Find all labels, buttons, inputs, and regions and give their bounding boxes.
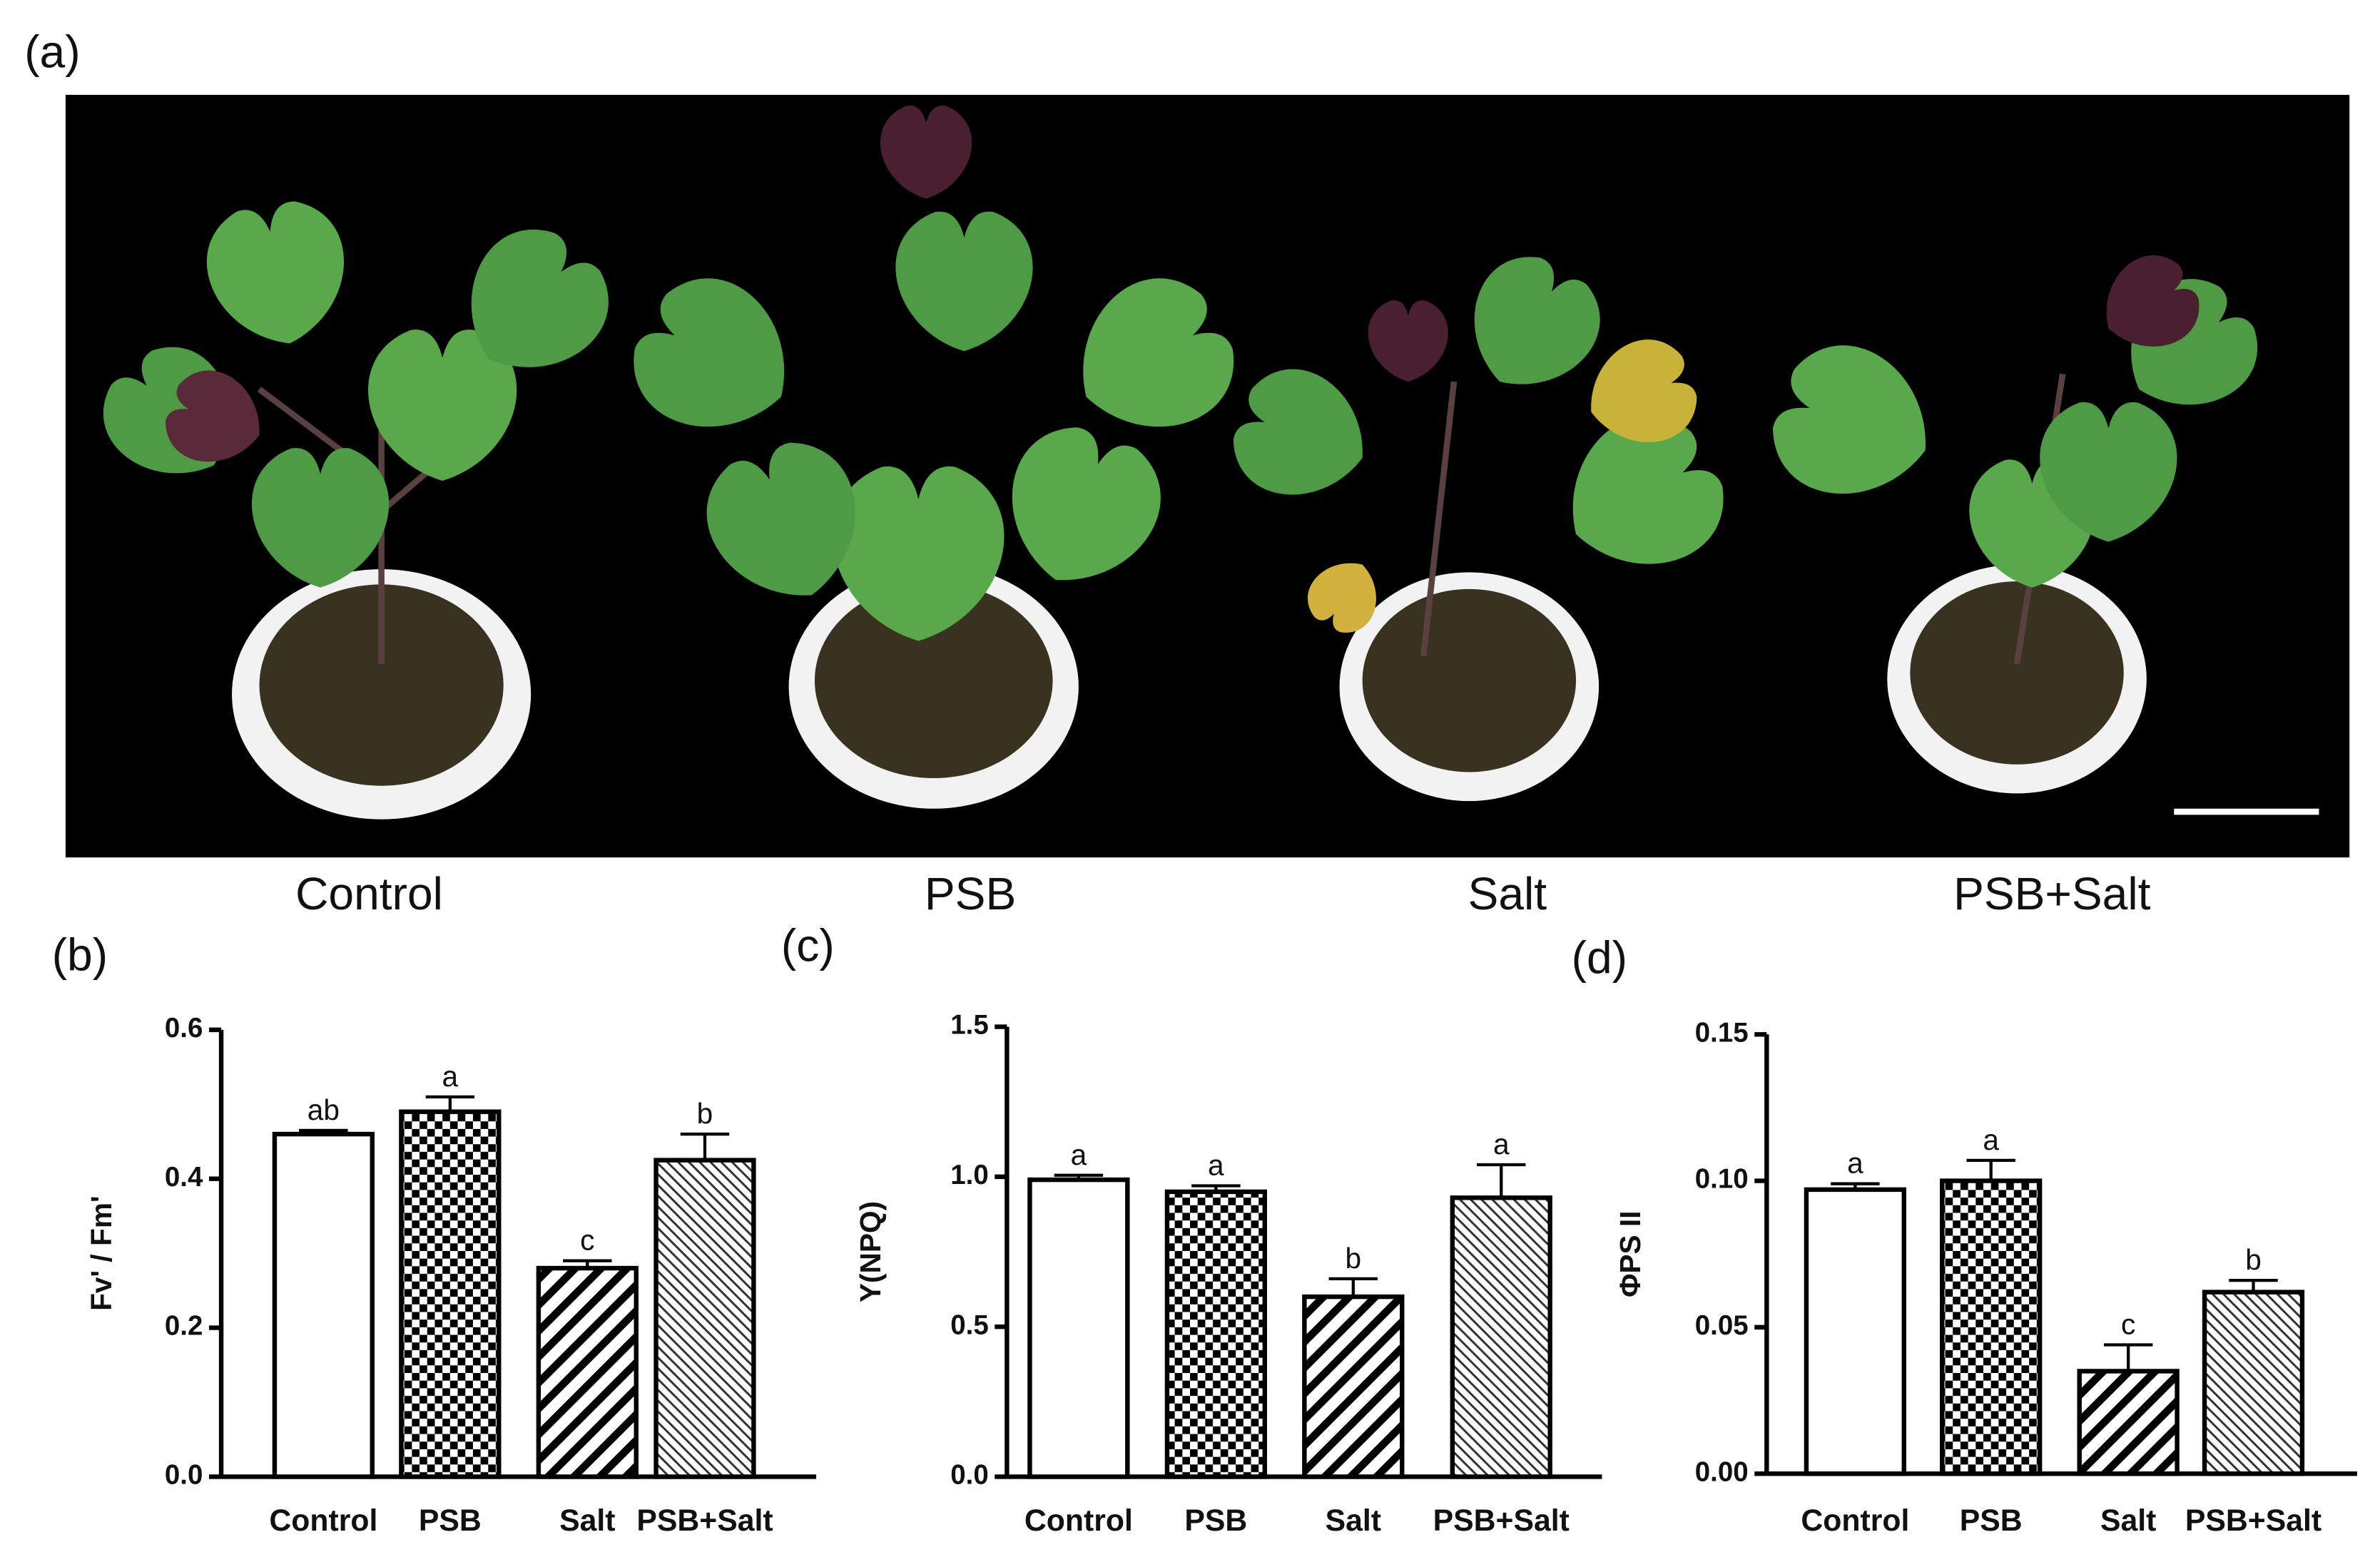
significance-letter: a [1208, 1149, 1224, 1182]
y-tick-label: 1.0 [950, 1160, 989, 1190]
x-tick-label: PSB [1184, 1504, 1247, 1538]
y-tick-label: 0.10 [1695, 1164, 1749, 1195]
bar [1804, 1187, 1907, 1476]
panel-label: (d) [1572, 932, 1627, 984]
significance-letter: a [1071, 1138, 1087, 1171]
x-tick-label: PSB [419, 1504, 482, 1538]
bar [1940, 1178, 2043, 1476]
y-tick-label: 0.15 [1695, 1017, 1749, 1048]
bar [399, 1109, 502, 1479]
y-axis-label: Y(NPQ) [854, 1201, 887, 1302]
error-bar [1477, 1163, 1526, 1198]
y-tick-label: 0.05 [1695, 1310, 1749, 1341]
error-bar [425, 1095, 475, 1112]
bar [272, 1131, 375, 1479]
y-tick-label: 0.6 [165, 1013, 203, 1043]
bar [654, 1158, 756, 1479]
y-tick-label: 0.00 [1695, 1456, 1749, 1487]
photo-caption: PSB+Salt [1953, 868, 2151, 919]
error-bar [2229, 1279, 2278, 1292]
bar [1450, 1195, 1552, 1479]
photo-caption: Control [295, 868, 443, 919]
x-tick-label: Control [269, 1504, 377, 1538]
x-tick-label: Salt [559, 1504, 615, 1538]
error-bar [1966, 1158, 2015, 1181]
x-tick-label: PSB+Salt [1433, 1504, 1570, 1538]
error-bar [563, 1259, 612, 1269]
significance-letter: ab [307, 1093, 340, 1126]
plant-photo-art [83, 106, 2319, 820]
bar [1164, 1189, 1267, 1479]
y-tick-label: 0.5 [950, 1310, 989, 1340]
y-axis-label: ΦPS II [1614, 1211, 1647, 1297]
significance-letter: c [580, 1224, 594, 1257]
y-axis-label: Fv' / Fm' [85, 1195, 118, 1311]
x-tick-label: Control [1024, 1504, 1133, 1538]
photo-caption: PSB [925, 868, 1016, 919]
panel-label: (c) [781, 919, 835, 971]
bar [536, 1265, 639, 1479]
significance-letter: b [1346, 1242, 1362, 1275]
error-bar [1054, 1173, 1104, 1180]
bar [2202, 1290, 2305, 1476]
x-tick-label: PSB+Salt [636, 1504, 773, 1538]
error-bar [680, 1132, 730, 1160]
photo-caption: Salt [1468, 868, 1547, 919]
significance-letter: a [442, 1060, 459, 1093]
significance-letter: a [1983, 1123, 1999, 1156]
bar [1302, 1294, 1405, 1479]
y-tick-label: 0.2 [165, 1311, 203, 1342]
x-tick-label: PSB+Salt [2185, 1504, 2321, 1538]
x-tick-label: PSB [1960, 1504, 2023, 1538]
bar [1027, 1177, 1130, 1479]
y-tick-label: 0.0 [165, 1460, 203, 1491]
significance-letter: b [697, 1097, 713, 1130]
x-tick-label: Salt [1326, 1504, 1381, 1538]
error-bar [1328, 1277, 1378, 1297]
x-tick-label: Salt [2100, 1504, 2156, 1538]
error-bar [1831, 1182, 1880, 1190]
bar [2077, 1369, 2180, 1476]
y-tick-label: 0.0 [950, 1460, 989, 1491]
significance-letter: a [1847, 1147, 1863, 1180]
error-bar [1191, 1184, 1241, 1192]
significance-letter: c [2121, 1308, 2135, 1341]
panel-label: (b) [52, 929, 108, 980]
x-tick-label: Control [1801, 1504, 1909, 1538]
error-bar [2103, 1343, 2153, 1372]
panel-label: (a) [24, 26, 80, 77]
y-tick-label: 0.4 [165, 1162, 203, 1193]
significance-letter: a [1493, 1128, 1510, 1160]
significance-letter: b [2245, 1243, 2262, 1276]
y-tick-label: 1.5 [950, 1010, 989, 1041]
error-bar [299, 1128, 348, 1135]
